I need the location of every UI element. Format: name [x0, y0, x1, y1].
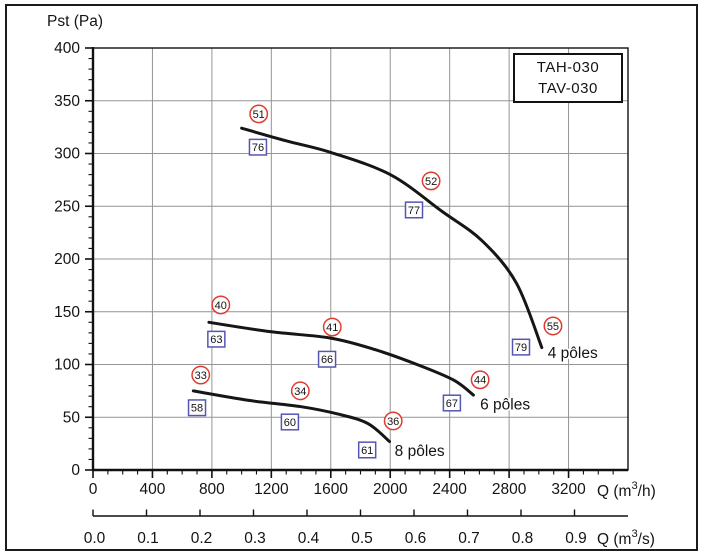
sound-level-box-67 [442, 394, 462, 412]
sound-level-box-77 [404, 201, 424, 219]
sound-level-box-value: 79 [515, 342, 527, 354]
x2-tick-label: 0.8 [512, 530, 534, 547]
x-tick-label: 400 [140, 481, 166, 498]
sound-level-circle-value: 52 [425, 176, 437, 188]
sound-level-box-value: 58 [191, 403, 203, 415]
sound-level-circle-44 [470, 370, 490, 390]
sound-level-box-value: 63 [210, 334, 222, 346]
y-tick-label: 200 [54, 251, 80, 268]
sound-level-box-value: 76 [252, 142, 264, 154]
sound-level-circle-36 [383, 411, 403, 431]
x2-tick-label: 0.0 [84, 530, 106, 547]
x-axis-unit-m3s-sup: 3 [631, 528, 638, 540]
model-legend-box: TAH-030 TAV-030 [513, 53, 623, 103]
x2-tick-label: 0.2 [191, 530, 213, 547]
x-tick-label: 0 [89, 481, 98, 498]
sound-level-circle-34 [290, 381, 310, 401]
y-tick-label: 400 [54, 40, 80, 57]
x-axis-unit-m3h-sup: 3 [631, 480, 638, 492]
sound-level-circle-value: 44 [474, 375, 486, 387]
x-tick-label: 2000 [373, 481, 408, 498]
sound-level-box-61 [357, 441, 377, 459]
sound-level-circle-33 [191, 365, 211, 385]
y-tick-label: 50 [63, 409, 81, 426]
x-tick-label: 1200 [254, 481, 289, 498]
sound-level-circle-value: 33 [195, 370, 207, 382]
model-name-tah: TAH-030 [536, 59, 600, 76]
x-axis-unit-m3h-text2: /h) [637, 483, 656, 501]
x2-tick-label: 0.3 [244, 530, 266, 547]
fan-curve-8-p-les [191, 389, 391, 443]
y-tick-label: 300 [54, 146, 80, 163]
x-axis-unit-m3s: Q (m3/s) [597, 528, 655, 549]
sound-level-box-value: 60 [284, 417, 296, 429]
x-tick-label: 2400 [432, 481, 467, 498]
sound-level-circle-value: 51 [253, 109, 265, 121]
x2-tick-label: 0.4 [298, 530, 320, 547]
sound-level-box-79 [511, 338, 531, 356]
x-axis-unit-m3s-text2: /s) [637, 531, 655, 549]
sound-level-box-value: 66 [321, 354, 333, 366]
y-tick-label: 350 [54, 93, 80, 110]
sound-level-circle-value: 41 [326, 322, 338, 334]
x-tick-label: 2800 [492, 481, 527, 498]
sound-level-circle-55 [543, 316, 563, 336]
model-name-tav: TAV-030 [538, 80, 598, 97]
x2-tick-label: 0.9 [565, 530, 587, 547]
x-tick-label: 800 [199, 481, 225, 498]
sound-level-circle-value: 36 [387, 416, 399, 428]
curve-label-6-p-les: 6 pôles [480, 396, 530, 413]
y-tick-label: 100 [54, 357, 80, 374]
curve-label-4-p-les: 4 pôles [548, 345, 598, 362]
x-tick-label: 3200 [551, 481, 586, 498]
fan-curve-6-p-les [207, 320, 475, 397]
sound-level-box-60 [280, 413, 300, 431]
x2-tick-label: 0.7 [458, 530, 480, 547]
sound-level-box-value: 61 [361, 445, 373, 457]
x-tick-label: 1600 [314, 481, 349, 498]
sound-level-circle-52 [421, 171, 441, 191]
sound-level-box-value: 67 [446, 398, 458, 410]
y-tick-label: 0 [71, 462, 80, 479]
y-axis-title: Pst (Pa) [47, 13, 103, 30]
sound-level-circle-value: 34 [294, 386, 306, 398]
sound-level-box-value: 77 [408, 205, 420, 217]
sound-level-box-63 [207, 330, 226, 348]
x2-tick-label: 0.1 [137, 530, 159, 547]
sound-level-circle-40 [211, 295, 231, 315]
x-axis-unit-m3h-text: Q (m [597, 483, 632, 501]
sound-level-box-58 [187, 399, 207, 417]
y-tick-label: 250 [54, 198, 80, 215]
x2-tick-label: 0.5 [351, 530, 373, 547]
sound-level-circle-value: 40 [215, 300, 227, 312]
sound-level-box-76 [248, 138, 268, 156]
y-tick-label: 150 [54, 304, 80, 321]
sound-level-circle-value: 55 [547, 321, 559, 333]
sound-level-circle-51 [249, 104, 269, 124]
x2-tick-label: 0.6 [405, 530, 427, 547]
x-axis-unit-m3h: Q (m3/h) [597, 480, 656, 501]
curve-label-8-p-les: 8 pôles [395, 443, 445, 460]
fan-curve-4-p-les [240, 126, 544, 350]
sound-level-box-66 [317, 350, 337, 368]
sound-level-circle-41 [322, 317, 342, 337]
x-axis-unit-m3s-text: Q (m [597, 531, 632, 549]
